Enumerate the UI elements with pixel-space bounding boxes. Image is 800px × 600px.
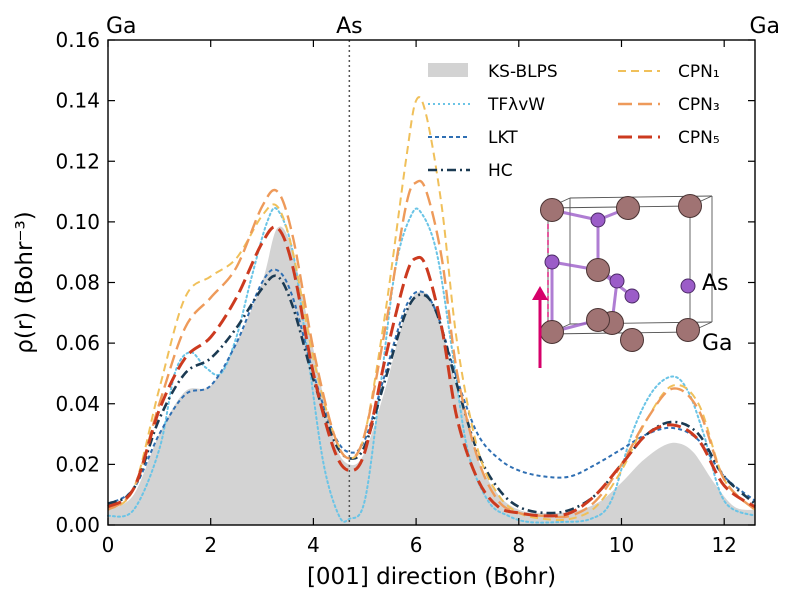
x-tick-label-0: 0 [102,533,115,557]
y-tick-label-6: 0.12 [55,149,100,173]
y-tick-label-7: 0.14 [55,89,100,113]
series-2-line [107,268,756,505]
atom-marker-label-1: As [336,14,363,39]
direction-arrow-head [532,286,548,300]
ga-atom-3 [586,258,610,282]
ga-atom-7 [676,318,700,342]
x-tick-label-5: 10 [609,533,634,557]
cell-edge-2 [547,331,691,335]
ga-atom-0 [540,198,564,222]
as-atom-0 [590,212,606,228]
series-4-line [107,96,756,522]
x-tick-label-3: 6 [410,533,423,557]
as-atom-1 [544,254,560,270]
x-tick-label-4: 8 [512,533,525,557]
ga-atom-4 [540,320,564,344]
y-tick-label-5: 0.10 [55,210,100,234]
y-tick-label-8: 0.16 [55,28,100,52]
y-tick-label-4: 0.08 [55,271,100,295]
x-axis-title: [001] direction (Bohr) [307,564,556,590]
legend: KS-BLPS TFλvW LKT HC CPN₁ CPN₃ CPN₅ [428,62,720,181]
legend-swatch-0 [428,63,468,77]
atom-marker-label-2: Ga [749,14,780,39]
ga-atom-2 [678,194,702,218]
as-atom-3 [624,288,640,304]
ga-atom-1 [616,196,640,220]
axes-layer: 0 2 4 6 8 10 12 0.00 0.02 0.04 0.06 0.08 0.10 0.12 0.1… [12,28,756,590]
y-tick-label-2: 0.04 [55,392,100,416]
series-6-line [107,225,756,518]
ga-atom-8 [586,308,610,332]
series-5-line [107,179,756,519]
series-3-line [107,274,756,515]
legend-label-0: KS-BLPS [488,62,558,82]
fill-layer [108,226,755,526]
annotation-layer: Ga As Ga [106,14,780,525]
x-tick-label-6: 12 [711,533,736,557]
atom-marker-label-0: Ga [106,14,137,39]
y-tick-label-1: 0.02 [55,452,100,476]
unit-cell-inset: As Ga [532,194,733,368]
ga-atom-6 [620,328,644,352]
legend-label-5: CPN₃ [678,95,720,115]
x-tick-label-2: 4 [307,533,320,557]
x-tick-label-1: 2 [204,533,217,557]
legend-label-4: CPN₁ [678,62,720,82]
line-layer [107,96,756,524]
legend-label-2: LKT [488,128,518,148]
y-tick-label-3: 0.06 [55,331,100,355]
as-atom-4 [680,278,696,294]
y-tick-label-0: 0.00 [55,513,100,537]
inset-label-ga: Ga [702,331,733,356]
legend-label-6: CPN₅ [678,128,720,148]
inset-label-as: As [702,271,729,296]
series-fill-ks-blps [108,226,755,526]
legend-label-1: TFλvW [487,95,545,115]
as-atom-2 [609,273,625,289]
y-axis-title: ρ(r) (Bohr⁻³) [12,211,38,354]
legend-label-3: HC [488,161,513,181]
